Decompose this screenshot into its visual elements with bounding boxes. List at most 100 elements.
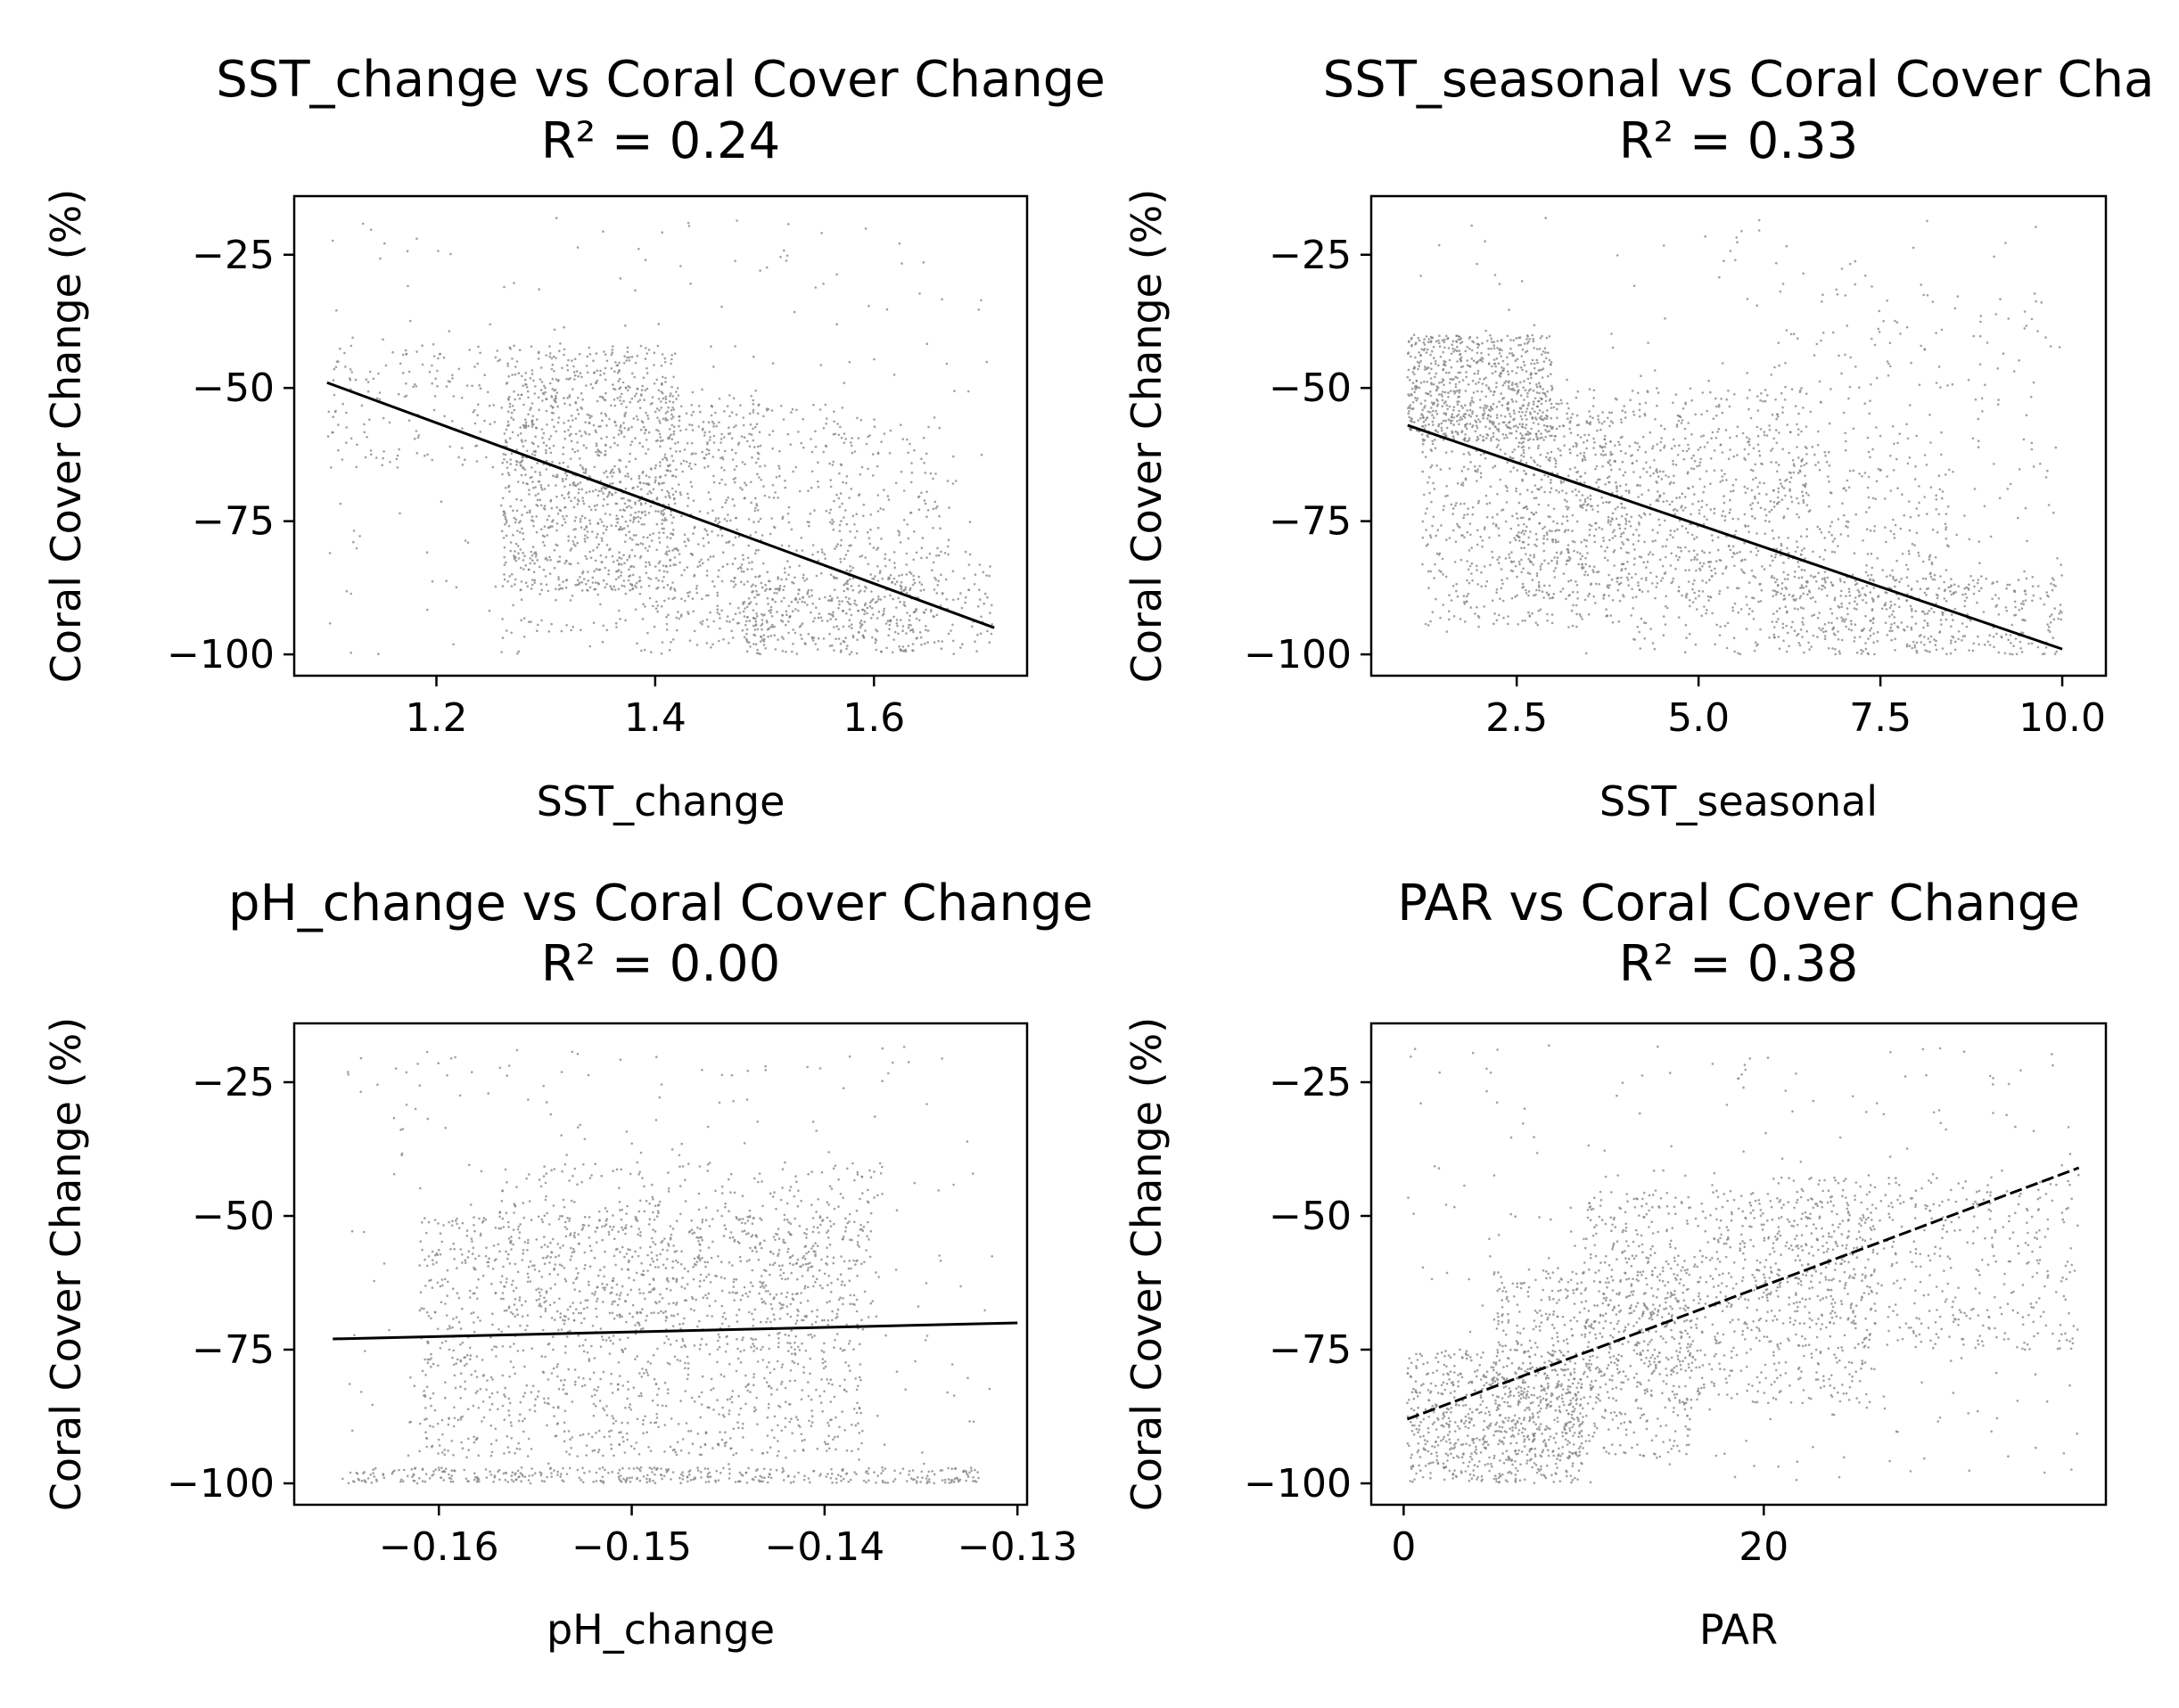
scatter-point xyxy=(1430,367,1433,371)
scatter-point xyxy=(1567,506,1570,509)
scatter-point xyxy=(1797,456,1800,459)
scatter-point xyxy=(1460,502,1462,505)
scatter-point xyxy=(631,573,635,577)
scatter-point xyxy=(580,488,584,491)
scatter-point xyxy=(1575,441,1577,445)
scatter-point xyxy=(785,650,787,653)
scatter-point xyxy=(1424,405,1427,407)
scatter-point xyxy=(1588,564,1591,568)
scatter-point xyxy=(780,600,783,603)
scatter-point xyxy=(1608,459,1611,462)
scatter-point xyxy=(877,595,880,598)
scatter-point xyxy=(902,519,906,521)
scatter-point xyxy=(588,586,592,589)
scatter-point xyxy=(1665,538,1669,541)
scatter-point xyxy=(580,406,582,409)
scatter-point xyxy=(933,588,936,591)
scatter-point xyxy=(1546,452,1550,455)
scatter-point xyxy=(661,231,664,234)
scatter-point xyxy=(510,452,514,456)
scatter-point xyxy=(1599,428,1602,431)
scatter-point xyxy=(780,619,783,622)
y-axis-label: Coral Cover Change (%) xyxy=(42,189,90,683)
scatter-point xyxy=(892,597,894,601)
scatter-point xyxy=(1754,495,1756,498)
scatter-point xyxy=(1661,577,1665,579)
scatter-point xyxy=(773,625,776,628)
scatter-point xyxy=(1678,519,1682,522)
scatter-point xyxy=(1514,564,1517,568)
scatter-point xyxy=(339,502,342,505)
scatter-point xyxy=(1513,417,1516,421)
scatter-point xyxy=(765,587,768,591)
scatter-point xyxy=(1713,469,1716,472)
scatter-point xyxy=(661,391,664,395)
scatter-point xyxy=(645,366,648,370)
scatter-point xyxy=(1520,531,1523,534)
scatter-point xyxy=(361,222,365,226)
scatter-point xyxy=(1526,395,1529,398)
scatter-point xyxy=(1602,454,1605,456)
scatter-point xyxy=(1540,486,1542,489)
scatter-point xyxy=(1506,461,1509,464)
scatter-point xyxy=(656,344,660,348)
scatter-point xyxy=(1601,449,1605,453)
scatter-point xyxy=(1637,521,1640,524)
scatter-point xyxy=(1442,390,1444,393)
scatter-point xyxy=(1908,500,1911,503)
scatter-point xyxy=(1436,403,1440,406)
scatter-point xyxy=(714,411,717,415)
scatter-point xyxy=(1759,628,1762,631)
scatter-point xyxy=(559,342,562,345)
scatter-point xyxy=(596,494,600,497)
scatter-point xyxy=(1443,505,1445,508)
scatter-point xyxy=(1538,589,1541,592)
scatter-point xyxy=(503,458,506,461)
scatter-point xyxy=(666,546,669,548)
scatter-point xyxy=(1613,549,1616,552)
scatter-point xyxy=(1651,553,1655,556)
scatter-point xyxy=(1638,415,1641,418)
scatter-point xyxy=(624,386,628,390)
scatter-point xyxy=(1588,533,1591,537)
scatter-point xyxy=(948,506,950,509)
scatter-point xyxy=(1935,508,1937,511)
scatter-point xyxy=(519,588,522,592)
scatter-point xyxy=(701,597,703,601)
scatter-point xyxy=(1458,349,1461,352)
scatter-point xyxy=(841,609,844,612)
scatter-point xyxy=(1531,490,1534,494)
scatter-point xyxy=(1845,489,1847,492)
scatter-point xyxy=(1561,587,1565,590)
scatter-point xyxy=(1460,483,1463,486)
scatter-point xyxy=(889,429,892,432)
scatter-point xyxy=(1937,474,1941,477)
scatter-point xyxy=(1535,383,1538,386)
scatter-point xyxy=(1802,406,1805,409)
scatter-point xyxy=(623,527,626,530)
scatter-point xyxy=(599,451,603,455)
scatter-point xyxy=(1651,582,1654,585)
scatter-point xyxy=(1455,502,1458,505)
scatter-point xyxy=(515,360,519,363)
scatter-point xyxy=(649,578,653,580)
scatter-point xyxy=(1798,644,1802,647)
scatter-point xyxy=(666,584,670,587)
scatter-point xyxy=(703,545,705,547)
scatter-point xyxy=(863,620,866,623)
scatter-point xyxy=(1585,439,1589,442)
scatter-point xyxy=(431,579,434,583)
scatter-point xyxy=(742,610,745,613)
scatter-point xyxy=(634,516,637,520)
scatter-point xyxy=(844,636,847,639)
scatter-point xyxy=(1821,627,1824,630)
scatter-point xyxy=(1459,352,1462,356)
scatter-point xyxy=(768,609,771,612)
scatter-point xyxy=(787,545,791,547)
scatter-point xyxy=(539,486,543,489)
scatter-point xyxy=(1498,534,1501,537)
scatter-point xyxy=(843,441,846,445)
scatter-point xyxy=(792,582,795,585)
scatter-point xyxy=(1435,405,1439,407)
scatter-point xyxy=(1622,531,1625,534)
